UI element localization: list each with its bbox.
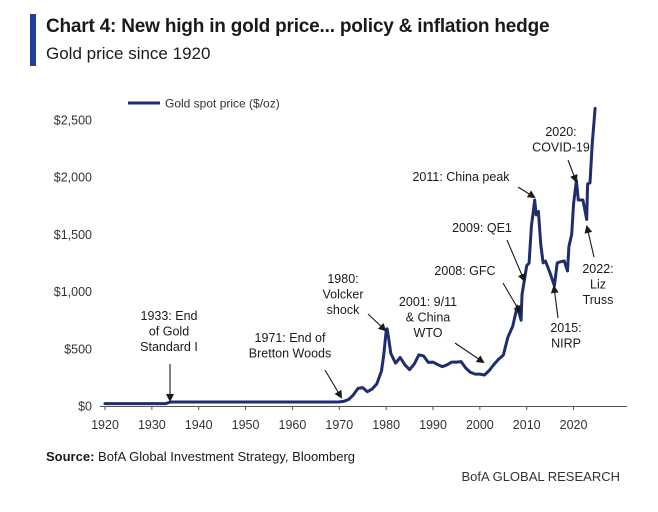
annotation: 2020: COVID-19 xyxy=(532,125,590,183)
y-tick-label: $500 xyxy=(64,342,92,356)
x-tick-label: 1960 xyxy=(279,418,307,432)
brand-label: BofA GLOBAL RESEARCH xyxy=(461,469,620,484)
x-tick-label: 1970 xyxy=(325,418,353,432)
source-text: BofA Global Investment Strategy, Bloombe… xyxy=(94,449,356,464)
annotation-text: 1971: End of xyxy=(255,331,326,345)
annotation: 2011: China peak xyxy=(412,170,536,199)
series-line-gold-spot-price xyxy=(103,106,597,406)
x-tick-label: 1950 xyxy=(232,418,260,432)
x-tick-label: 1920 xyxy=(91,418,119,432)
annotation: 2009: QE1 xyxy=(452,221,526,282)
annotation-text: 1980: xyxy=(327,272,358,286)
annotation-text: of Gold xyxy=(149,325,189,339)
annotation-text: Standard I xyxy=(140,340,198,354)
annotation-text: 2001: 9/11 xyxy=(399,295,457,309)
chart-legend: Gold spot price ($/oz) xyxy=(128,97,280,111)
x-tick-label: 2010 xyxy=(513,418,541,432)
annotation-arrow xyxy=(550,285,559,319)
annotation-arrow xyxy=(324,369,343,399)
source-label: Source: xyxy=(46,449,95,464)
y-tick-label: $2,500 xyxy=(54,113,92,127)
y-tick-label: $2,000 xyxy=(54,171,92,185)
annotation-text: & China xyxy=(406,311,451,325)
legend-label: Gold spot price ($/oz) xyxy=(165,97,280,111)
annotation-arrow xyxy=(584,225,595,258)
annotation: 2015: NIRP xyxy=(550,285,582,351)
annotation-arrow xyxy=(567,159,578,183)
y-axis: $0 $500 $1,000 $1,500 $2,000 $2,500 xyxy=(54,113,92,413)
annotation-text: 2011: China peak xyxy=(412,170,510,184)
annotation-arrow xyxy=(367,313,387,332)
x-tick-label: 2000 xyxy=(466,418,494,432)
annotation: 1971: End of Bretton Woods xyxy=(249,331,343,399)
y-tick-label: $1,000 xyxy=(54,285,92,299)
annotation-text: Bretton Woods xyxy=(249,347,331,361)
series-layer xyxy=(103,106,597,406)
x-tick-label: 1990 xyxy=(419,418,447,432)
annotation-text: shock xyxy=(327,303,360,317)
annotation: 2008: GFC xyxy=(434,264,522,314)
annotation-text: 2009: QE1 xyxy=(452,221,512,235)
chart-title: Chart 4: New high in gold price... polic… xyxy=(46,16,550,37)
annotation-text: Liz xyxy=(590,278,606,292)
title-accent-bar xyxy=(30,14,36,66)
annotation-arrow xyxy=(502,282,522,314)
annotation-text: 2015: xyxy=(550,321,581,335)
source-note: Source: BofA Global Investment Strategy,… xyxy=(46,449,355,464)
x-axis: 1920 1930 1940 1950 1960 1970 1980 1990 2000 2010… xyxy=(91,406,627,432)
annotation-text: 1933: End xyxy=(141,309,198,323)
annotation-text: 2008: GFC xyxy=(434,264,495,278)
annotation-text: COVID-19 xyxy=(532,141,590,155)
annotation-arrow xyxy=(506,239,526,282)
y-tick-label: $1,500 xyxy=(54,228,92,242)
annotation-arrow xyxy=(454,342,485,364)
annotation-text: 2020: xyxy=(545,125,576,139)
annotation-text: NIRP xyxy=(551,337,581,351)
annotation-text: Volcker xyxy=(323,288,364,302)
x-tick-label: 2020 xyxy=(560,418,588,432)
annotation-arrow xyxy=(517,186,536,199)
annotation-text: 2022: xyxy=(582,262,613,276)
annotation-text: WTO xyxy=(414,326,443,340)
x-tick-label: 1940 xyxy=(185,418,213,432)
y-tick-label: $0 xyxy=(78,400,92,414)
chart-subtitle: Gold price since 1920 xyxy=(46,44,211,63)
x-tick-label: 1930 xyxy=(138,418,166,432)
annotation-text: Truss xyxy=(583,293,614,307)
x-tick-label: 1980 xyxy=(372,418,400,432)
